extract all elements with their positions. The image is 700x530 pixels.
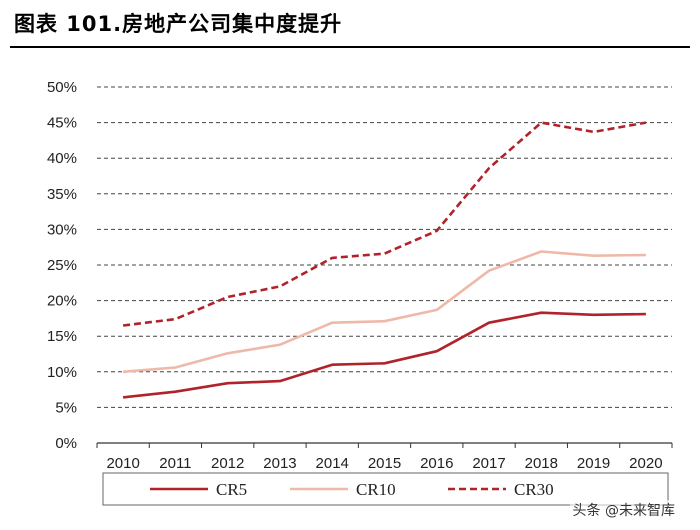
y-axis: 0% 5% 10% 15% 20% 25% 30% 35% 40% 45% 50% [47,79,77,452]
y-tick-label: 30% [47,221,77,238]
x-tick-label: 2018 [525,455,558,472]
title-underline [10,46,690,48]
series-line-cr30 [122,121,647,327]
x-tick-label: 2019 [577,455,610,472]
y-tick-label: 10% [47,364,77,381]
y-tick-label: 5% [55,399,77,416]
grid-lines [97,86,672,408]
x-tick-label: 2017 [472,455,505,472]
y-tick-label: 50% [47,79,77,96]
y-tick-label: 45% [47,115,77,132]
series-line-cr5 [122,311,646,399]
x-axis: 2010 2011 2012 2013 2014 2015 2016 2017 2018 2019… [96,442,673,472]
y-tick-label: 20% [47,293,77,310]
series-line-cr10 [122,250,646,374]
y-tick-label: 0% [55,435,77,452]
legend-label-cr10: CR10 [356,480,396,499]
series-lines [122,121,647,399]
x-tick-label: 2010 [106,455,139,472]
x-tick-label: 2015 [368,455,401,472]
x-tick-label: 2013 [263,455,296,472]
watermark: 头条 @未来智库 [569,500,678,520]
legend-label-cr5: CR5 [216,480,247,499]
x-tick-label: 2014 [316,455,349,472]
x-tick-label: 2016 [420,455,453,472]
x-tick-label: 2012 [211,455,244,472]
legend: CR5 CR10 CR30 [102,472,669,506]
y-tick-label: 25% [47,257,77,274]
x-tick-label: 2011 [159,455,191,472]
y-tick-label: 40% [47,150,77,167]
y-tick-label: 35% [47,186,77,203]
page-title: 图表 101.房地产公司集中度提升 [14,12,343,36]
legend-label-cr30: CR30 [514,480,554,499]
y-tick-label: 15% [47,328,77,345]
x-tick-label: 2020 [629,455,662,472]
